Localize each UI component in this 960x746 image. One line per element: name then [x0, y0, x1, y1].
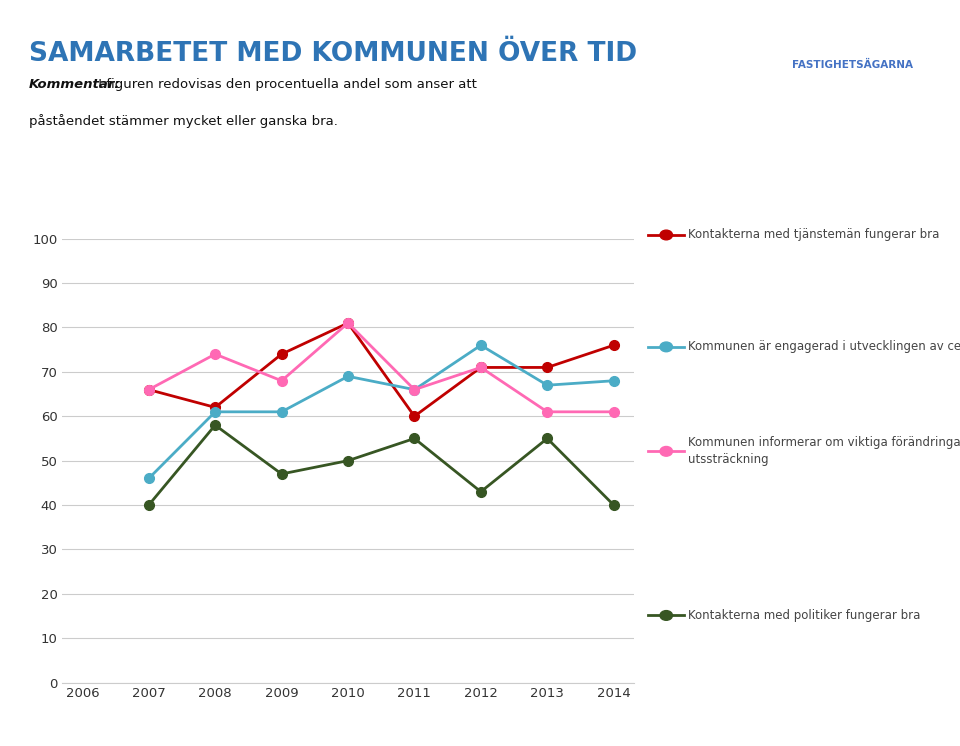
Text: FASTIGHETSÄGARNA: FASTIGHETSÄGARNA	[792, 60, 913, 70]
Text: Kontakterna med tjänstemän fungerar bra: Kontakterna med tjänstemän fungerar bra	[688, 228, 940, 242]
Text: påståendet stämmer mycket eller ganska bra.: påståendet stämmer mycket eller ganska b…	[29, 114, 338, 128]
Text: I figuren redovisas den procentuella andel som anser att: I figuren redovisas den procentuella and…	[94, 78, 477, 91]
Text: Kommunen är engagerad i utvecklingen av centrum: Kommunen är engagerad i utvecklingen av …	[688, 340, 960, 354]
Text: Kommunen informerar om viktiga förändringar i rimlig
utssträckning: Kommunen informerar om viktiga förändrin…	[688, 436, 960, 466]
Text: Kontakterna med politiker fungerar bra: Kontakterna med politiker fungerar bra	[688, 609, 921, 622]
Text: SAMARBETET MED KOMMUNEN ÖVER TID: SAMARBETET MED KOMMUNEN ÖVER TID	[29, 41, 636, 67]
Text: Kommentar:: Kommentar:	[29, 78, 120, 91]
